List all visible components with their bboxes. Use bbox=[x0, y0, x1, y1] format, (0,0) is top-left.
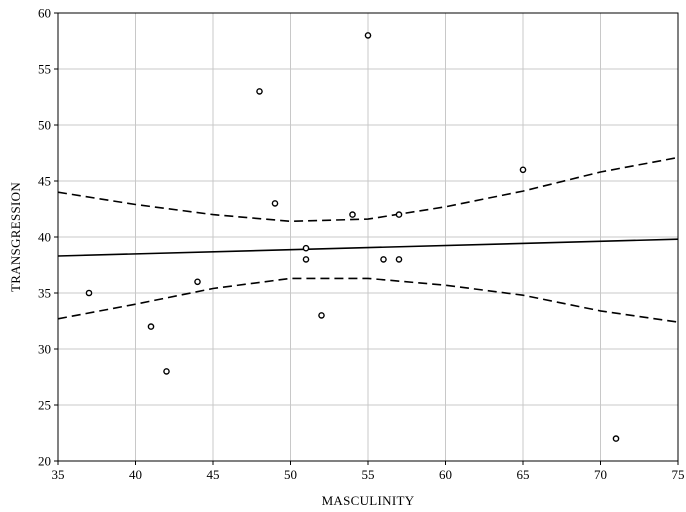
grid bbox=[58, 13, 678, 461]
x-tick-label: 55 bbox=[362, 467, 375, 482]
data-point bbox=[163, 368, 170, 375]
data-point bbox=[302, 256, 310, 263]
data-point bbox=[349, 211, 356, 218]
y-tick-label: 35 bbox=[38, 286, 51, 301]
x-tick-label: 75 bbox=[672, 467, 685, 482]
y-tick-label: 60 bbox=[38, 6, 51, 21]
x-tick-label: 65 bbox=[517, 467, 530, 482]
y-tick-label: 25 bbox=[38, 398, 51, 413]
y-tick-label: 20 bbox=[38, 454, 51, 469]
x-tick-label: 35 bbox=[52, 467, 65, 482]
x-tick-label: 60 bbox=[439, 467, 452, 482]
data-point bbox=[612, 435, 620, 442]
x-tick-label: 40 bbox=[129, 467, 142, 482]
regression-lines bbox=[57, 156, 679, 323]
data-point bbox=[395, 256, 403, 263]
data-point bbox=[318, 312, 325, 319]
data-points bbox=[85, 32, 620, 442]
y-tick-label: 50 bbox=[38, 118, 51, 133]
y-tick-label: 55 bbox=[38, 62, 51, 77]
x-tick-label: 70 bbox=[594, 467, 607, 482]
data-point bbox=[519, 166, 527, 174]
data-point bbox=[194, 278, 201, 286]
y-tick-label: 30 bbox=[38, 342, 51, 357]
data-point bbox=[395, 211, 403, 218]
y-axis-title: TRANSGRESSION bbox=[8, 182, 23, 292]
data-point bbox=[364, 32, 372, 39]
data-point bbox=[302, 244, 310, 252]
axis-ticks: 35 40 45 50 55 60 65 70 75 20 25 30 35 40 45 50 55 60 bbox=[38, 6, 685, 483]
x-tick-label: 45 bbox=[207, 467, 220, 482]
x-tick-label: 50 bbox=[284, 467, 297, 482]
y-tick-label: 45 bbox=[38, 174, 51, 189]
y-tick-label: 40 bbox=[38, 230, 51, 245]
confidence-band-upper bbox=[57, 156, 679, 223]
data-point bbox=[380, 256, 387, 263]
data-point bbox=[271, 200, 279, 207]
data-point bbox=[256, 88, 263, 95]
confidence-band-lower bbox=[57, 277, 679, 323]
regression-line bbox=[57, 238, 679, 257]
data-point bbox=[147, 323, 155, 330]
x-axis-title: MASCULINITY bbox=[322, 493, 415, 508]
data-point bbox=[85, 289, 93, 297]
